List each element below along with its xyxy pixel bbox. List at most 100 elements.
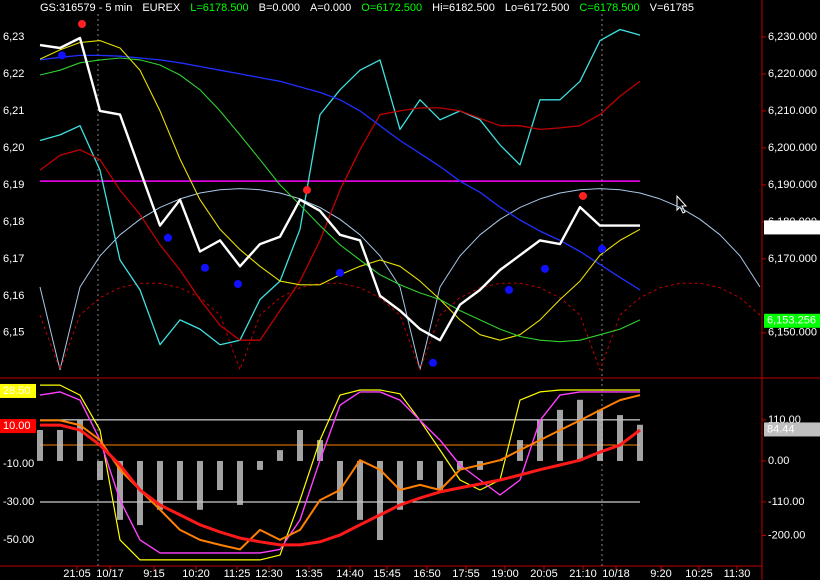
y-tick-label: 6,200.000 bbox=[768, 142, 817, 154]
series-line bbox=[39, 36, 640, 342]
panel: 110.000.00-110.00-200.00-10.00-30.00-50.… bbox=[0, 383, 820, 580]
histogram-bar bbox=[157, 460, 163, 510]
x-tick-label: 12:30 bbox=[255, 568, 283, 580]
header-field: C=6178.500 bbox=[579, 2, 639, 14]
signal-dot bbox=[505, 285, 513, 294]
histogram-bar bbox=[637, 424, 643, 461]
y-tick-label-left: -10.00 bbox=[3, 458, 34, 470]
y-tick-label-left: -50.00 bbox=[3, 534, 34, 546]
histogram-bar bbox=[597, 409, 603, 461]
header-field: EUREX bbox=[142, 2, 181, 14]
histogram-bar bbox=[77, 419, 83, 461]
y-tick-label: -200.00 bbox=[768, 529, 805, 541]
histogram-bar bbox=[437, 460, 443, 491]
value-box bbox=[764, 220, 820, 235]
header-field: B=0.000 bbox=[259, 2, 300, 14]
x-tick-label: 19:00 bbox=[491, 568, 519, 580]
x-tick-label: 9:20 bbox=[650, 568, 671, 580]
y-tick-label-left: 6,20 bbox=[3, 142, 24, 154]
histogram-bar bbox=[377, 460, 383, 541]
signal-dot bbox=[541, 264, 549, 273]
x-tick-label: 20:05 bbox=[530, 568, 558, 580]
histogram-bar bbox=[97, 460, 103, 480]
value-box-label: 28.50 bbox=[3, 385, 31, 397]
signal-dot bbox=[164, 233, 172, 242]
x-tick-label: 11:30 bbox=[724, 568, 751, 580]
histogram-bar bbox=[197, 460, 203, 510]
y-tick-label-left: -30.00 bbox=[3, 496, 34, 508]
x-tick-label: 10/18 bbox=[602, 568, 630, 580]
histogram-bar bbox=[417, 460, 423, 480]
x-tick-label: 10/17 bbox=[96, 568, 124, 580]
value-box bbox=[764, 422, 820, 437]
value-box bbox=[0, 419, 36, 434]
mouse-cursor bbox=[676, 194, 688, 214]
header: GS:316579 - 5 min EUREX L=6178.500 B=0.000 A… bbox=[40, 2, 694, 14]
y-tick-label-left: 6,19 bbox=[3, 179, 24, 191]
signal-dot bbox=[598, 244, 606, 253]
histogram-bar bbox=[117, 460, 123, 520]
y-tick-label: 6,170.000 bbox=[768, 253, 817, 265]
series-line bbox=[40, 384, 640, 561]
header-field: V=61785 bbox=[650, 2, 694, 14]
series-line bbox=[39, 28, 641, 346]
histogram-bar bbox=[57, 429, 63, 461]
signal-dot bbox=[336, 268, 344, 277]
x-tick-label: 16:50 bbox=[413, 568, 441, 580]
panel: 6,230.000 6,220.000 6,210.000 6,200.000 6,19… bbox=[3, 19, 820, 371]
histogram-bar bbox=[397, 460, 403, 510]
signal-dot bbox=[78, 19, 86, 28]
y-tick-label: 6,210.000 bbox=[768, 105, 817, 117]
y-tick-label: 6,150.000 bbox=[768, 327, 817, 339]
histogram-bar bbox=[617, 415, 623, 461]
histogram-bar bbox=[257, 460, 263, 470]
histogram-bar bbox=[37, 429, 43, 461]
series-line bbox=[39, 80, 641, 341]
y-tick-label-left: 6,21 bbox=[3, 105, 24, 117]
histogram-bar bbox=[317, 440, 323, 461]
x-tick-label: 11:25 bbox=[224, 568, 251, 580]
x-tick-label: 17:55 bbox=[452, 568, 480, 580]
histogram-bar bbox=[237, 460, 243, 505]
signal-dot bbox=[303, 186, 311, 195]
histogram-bar bbox=[557, 409, 563, 461]
x-tick-label: 15:45 bbox=[373, 568, 401, 580]
value-box-label: 84.44 bbox=[767, 423, 795, 435]
value-box bbox=[0, 383, 36, 398]
y-tick-label-left: 6,23 bbox=[3, 31, 24, 43]
histogram-bar bbox=[297, 429, 303, 461]
x-tick-label: 10:20 bbox=[182, 568, 210, 580]
histogram-bar bbox=[137, 460, 143, 526]
histogram-bar bbox=[337, 460, 343, 501]
header-field: O=6172.500 bbox=[361, 2, 422, 14]
histogram-bar bbox=[217, 460, 223, 491]
header-field: GS:316579 - 5 min bbox=[40, 2, 132, 14]
x-tick-label: 14:40 bbox=[336, 568, 364, 580]
series-line bbox=[40, 423, 641, 547]
value-box-label: 6,153.256 bbox=[767, 315, 816, 327]
y-tick-label: -110.00 bbox=[768, 496, 805, 508]
y-tick-label-left: 6,17 bbox=[3, 253, 24, 265]
value-box-label: 10.00 bbox=[3, 420, 31, 432]
series-line bbox=[39, 188, 761, 371]
y-tick-label: 0.00 bbox=[768, 455, 789, 467]
x-tick-label: 13:35 bbox=[295, 568, 323, 580]
header-field: L=6178.500 bbox=[190, 2, 248, 14]
x-tick-label: 21:05 bbox=[63, 568, 91, 580]
y-tick-label: 6,220.000 bbox=[768, 68, 817, 80]
header-field: Hi=6182.500 bbox=[432, 2, 495, 14]
header-field: A=0.000 bbox=[310, 2, 351, 14]
x-tick-label: 10:25 bbox=[685, 568, 713, 580]
signal-dot bbox=[58, 51, 66, 60]
value-box bbox=[764, 313, 820, 328]
value-box-label: 6,178.500 bbox=[767, 221, 816, 233]
series-line bbox=[39, 391, 640, 554]
histogram-bar bbox=[577, 399, 583, 461]
y-tick-label: 6,190.000 bbox=[768, 179, 817, 191]
histogram-bar bbox=[277, 450, 283, 461]
x-tick-label: 9:15 bbox=[143, 568, 164, 580]
y-tick-label: 6,230.000 bbox=[768, 31, 817, 43]
signal-dot bbox=[201, 263, 209, 272]
